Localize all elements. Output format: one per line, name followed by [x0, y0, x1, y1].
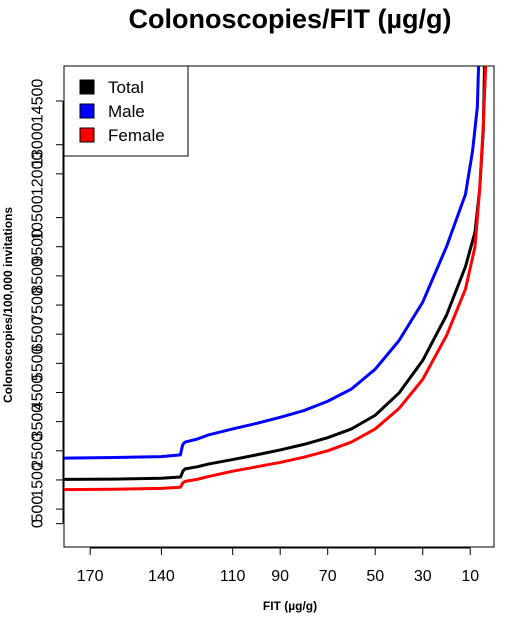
y-tick-label: 12000	[30, 152, 47, 197]
legend: Total Male Female	[63, 65, 189, 157]
x-tick-label: 70	[319, 568, 337, 585]
y-tick-label: 10500	[30, 195, 47, 240]
legend-label-total: Total	[108, 78, 144, 97]
y-axis: 0500150025003500450055006500750085009500…	[30, 79, 64, 528]
y-tick-label: 8500	[30, 258, 47, 294]
x-tick-label: 10	[461, 568, 479, 585]
x-axis: 170 140 110 90 70 50 30 10	[77, 547, 479, 585]
chart-title: Colonoscopies/FIT (µg/g)	[128, 4, 451, 34]
x-tick-label: 140	[148, 568, 175, 585]
y-tick-label: 4500	[30, 375, 47, 411]
plot-frame	[63, 65, 495, 548]
y-tick-label: 5500	[30, 345, 47, 381]
y-tick-label: 6500	[30, 316, 47, 352]
series-line-total	[64, 66, 486, 481]
x-axis-label: FIT (µg/g)	[263, 599, 317, 613]
x-tick-label: 50	[366, 568, 384, 585]
y-tick-label: 14500	[30, 79, 47, 124]
y-tick-label: 1500	[30, 462, 47, 498]
y-tick-label: 500	[30, 496, 47, 523]
legend-label-male: Male	[108, 102, 145, 121]
y-tick-label: 7500	[30, 287, 47, 323]
y-tick-label: 13000	[30, 122, 47, 167]
legend-swatch-female	[79, 127, 95, 143]
y-axis-label: Colonoscopies/100,000 invitations	[1, 207, 15, 403]
y-tick-label: 0	[30, 519, 47, 528]
x-tick-label: 90	[271, 568, 289, 585]
series-line-female	[64, 66, 488, 492]
legend-label-female: Female	[108, 126, 165, 145]
plot-area	[63, 65, 495, 548]
x-tick-label: 30	[414, 568, 432, 585]
y-tick-label: 3500	[30, 404, 47, 440]
y-tick-label: 2500	[30, 433, 47, 469]
x-tick-label: 170	[77, 568, 104, 585]
y-tick-label: 9500	[30, 229, 47, 265]
x-tick-label: 110	[220, 568, 246, 585]
series-layer	[64, 66, 488, 492]
legend-swatch-male	[79, 103, 95, 119]
legend-swatch-total	[79, 79, 95, 95]
series-line-male	[64, 66, 481, 460]
